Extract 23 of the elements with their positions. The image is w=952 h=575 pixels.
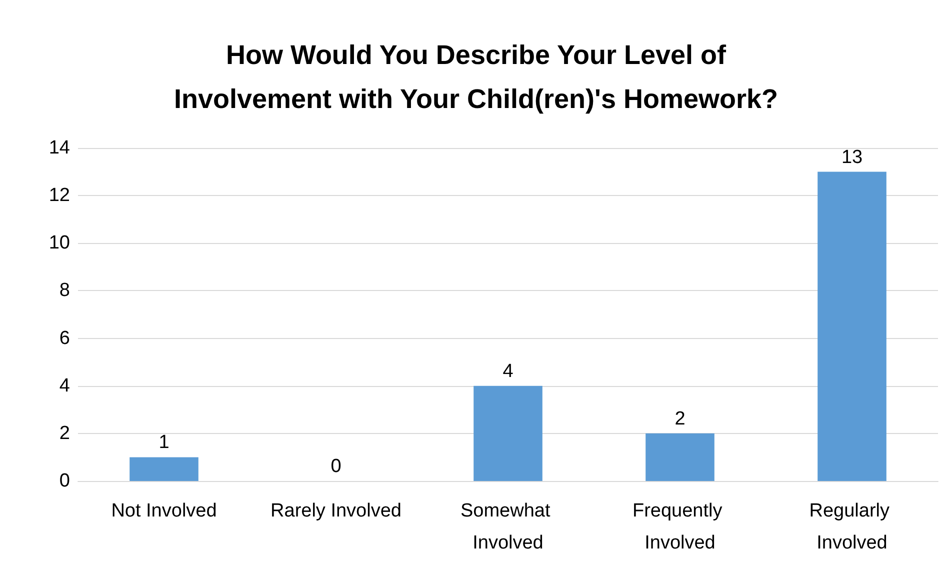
y-tick-label: 2: [59, 422, 70, 444]
y-tick-label: 6: [59, 328, 70, 349]
bar: [646, 433, 714, 481]
x-tick-label: Rarely Involved: [270, 500, 402, 522]
chart-title: How Would You Describe Your Level of Involvement with Your Child(ren)'s Homework?: [174, 40, 778, 114]
bar: [474, 386, 542, 481]
data-label: 4: [502, 360, 514, 382]
data-label: 2: [674, 408, 686, 430]
bar: [818, 172, 886, 481]
y-tick-label: 8: [59, 280, 70, 302]
data-label: 13: [841, 146, 863, 168]
x-tick-label: Frequently Involved: [632, 500, 728, 554]
bar: [130, 457, 198, 481]
x-tick-label: Not Involved: [111, 500, 217, 522]
data-label: 1: [158, 432, 170, 454]
y-tick-label: 14: [48, 138, 70, 158]
y-tick-label: 4: [59, 375, 70, 396]
data-label: 0: [330, 456, 342, 477]
x-tick-label: Somewhat Involved: [460, 500, 556, 554]
x-tick-label: Regularly Involved: [809, 500, 895, 554]
y-tick-label: 12: [48, 185, 70, 206]
y-tick-label: 0: [59, 470, 70, 492]
y-tick-label: 10: [48, 232, 70, 254]
